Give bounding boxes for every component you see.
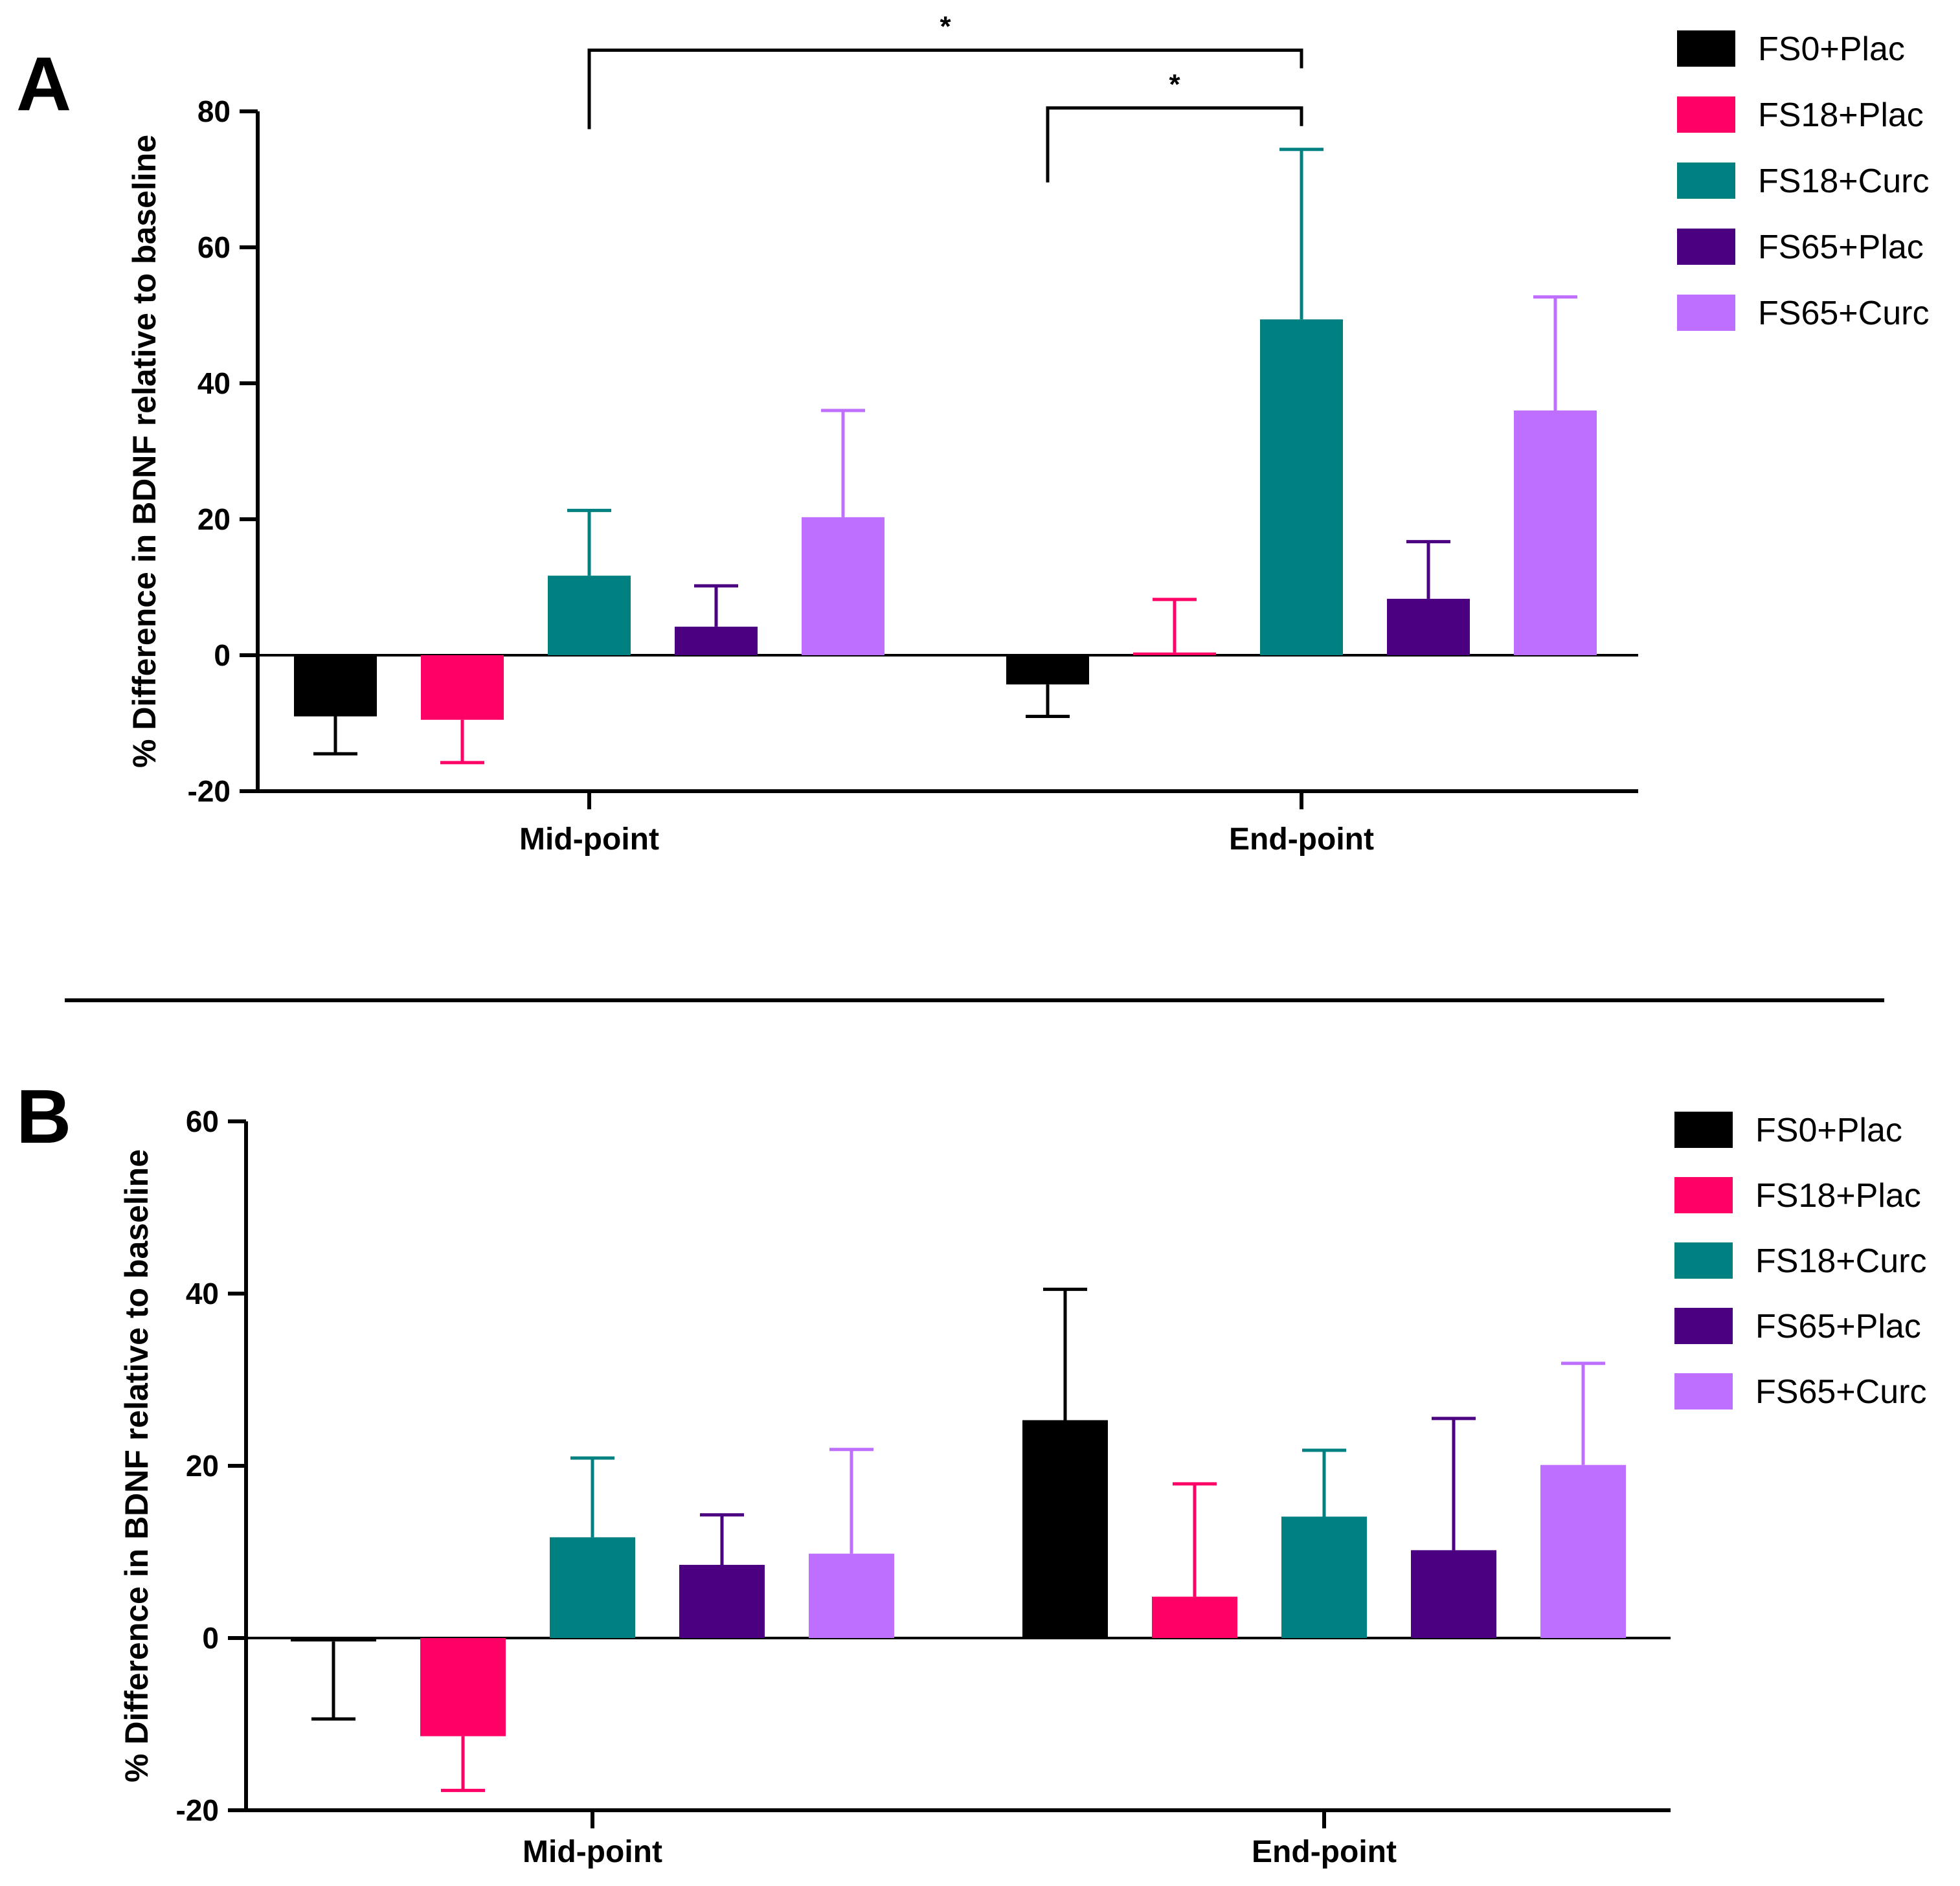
significance-bracket <box>587 49 1303 129</box>
y-tick-label: 60 <box>197 230 231 264</box>
bar <box>1022 1420 1108 1638</box>
legend-label: FS65+Curc <box>1755 1373 1926 1411</box>
bar <box>675 626 758 655</box>
panel-letter: A <box>16 41 71 127</box>
bar <box>1281 1516 1367 1638</box>
bar <box>420 1638 506 1736</box>
y-axis-label: % Difference in BDNF relative to baselin… <box>118 1149 155 1782</box>
bar <box>1514 410 1597 655</box>
legend-label: FS0+Plac <box>1755 1112 1902 1149</box>
y-tick-label: 0 <box>202 1621 219 1655</box>
bar <box>809 1553 894 1638</box>
x-tick-label: End-point <box>1252 1835 1397 1869</box>
bar <box>294 655 377 717</box>
bar <box>1152 1597 1237 1638</box>
significance-marker: * <box>1169 69 1180 100</box>
bar <box>679 1564 765 1638</box>
legend-label: FS18+Plac <box>1758 96 1924 134</box>
y-axis-label: % Difference in BDNF relative to baselin… <box>126 135 163 768</box>
bar <box>421 655 504 720</box>
x-tick-label: Mid-point <box>519 822 659 857</box>
legend-swatch <box>1674 1242 1733 1279</box>
legend-label: FS18+Curc <box>1755 1242 1926 1280</box>
significance-marker: * <box>940 11 951 43</box>
legend-swatch <box>1674 1308 1733 1344</box>
y-tick-label: 20 <box>197 502 231 536</box>
x-tick-label: End-point <box>1229 822 1374 857</box>
legend-label: FS65+Curc <box>1758 295 1929 332</box>
bar <box>1260 319 1343 655</box>
legend-swatch <box>1677 30 1735 67</box>
legend-swatch <box>1674 1373 1733 1409</box>
legend-label: FS65+Plac <box>1758 229 1924 266</box>
bar <box>1133 652 1216 655</box>
legend-label: FS18+Curc <box>1758 163 1929 200</box>
y-tick-label: 80 <box>197 95 231 128</box>
bar <box>1411 1550 1496 1638</box>
legend-label: FS65+Plac <box>1755 1308 1921 1345</box>
panel-a: A -20 0 20 40 60 80 % Difference in BDNF relati… <box>16 11 1929 857</box>
x-tick-label: Mid-point <box>523 1835 662 1869</box>
panel-b: B -20 0 20 40 60 % Difference in BDNF relative… <box>16 1074 1926 1869</box>
y-tick-label: -20 <box>188 774 231 808</box>
legend-swatch <box>1677 295 1735 331</box>
bar <box>1006 655 1089 685</box>
y-tick-label: 0 <box>214 638 231 672</box>
bar <box>550 1537 635 1638</box>
bar <box>1387 598 1470 655</box>
y-tick-label: 40 <box>186 1277 219 1310</box>
bar <box>291 1638 376 1642</box>
y-tick-label: 20 <box>186 1449 219 1483</box>
legend-swatch <box>1677 163 1735 199</box>
y-tick-label: 40 <box>197 366 231 400</box>
legend-swatch <box>1677 96 1735 133</box>
legend-swatch <box>1674 1177 1733 1213</box>
bar <box>1540 1465 1626 1638</box>
legend-label: FS18+Plac <box>1755 1177 1921 1215</box>
legend-label: FS0+Plac <box>1758 30 1905 68</box>
bar <box>802 517 884 655</box>
y-tick-label: -20 <box>176 1793 219 1827</box>
legend-swatch <box>1674 1112 1733 1148</box>
bar <box>548 576 631 655</box>
y-tick-label: 60 <box>186 1105 219 1138</box>
significance-bracket <box>1046 106 1303 183</box>
legend-swatch <box>1677 229 1735 265</box>
panel-letter: B <box>16 1074 71 1160</box>
